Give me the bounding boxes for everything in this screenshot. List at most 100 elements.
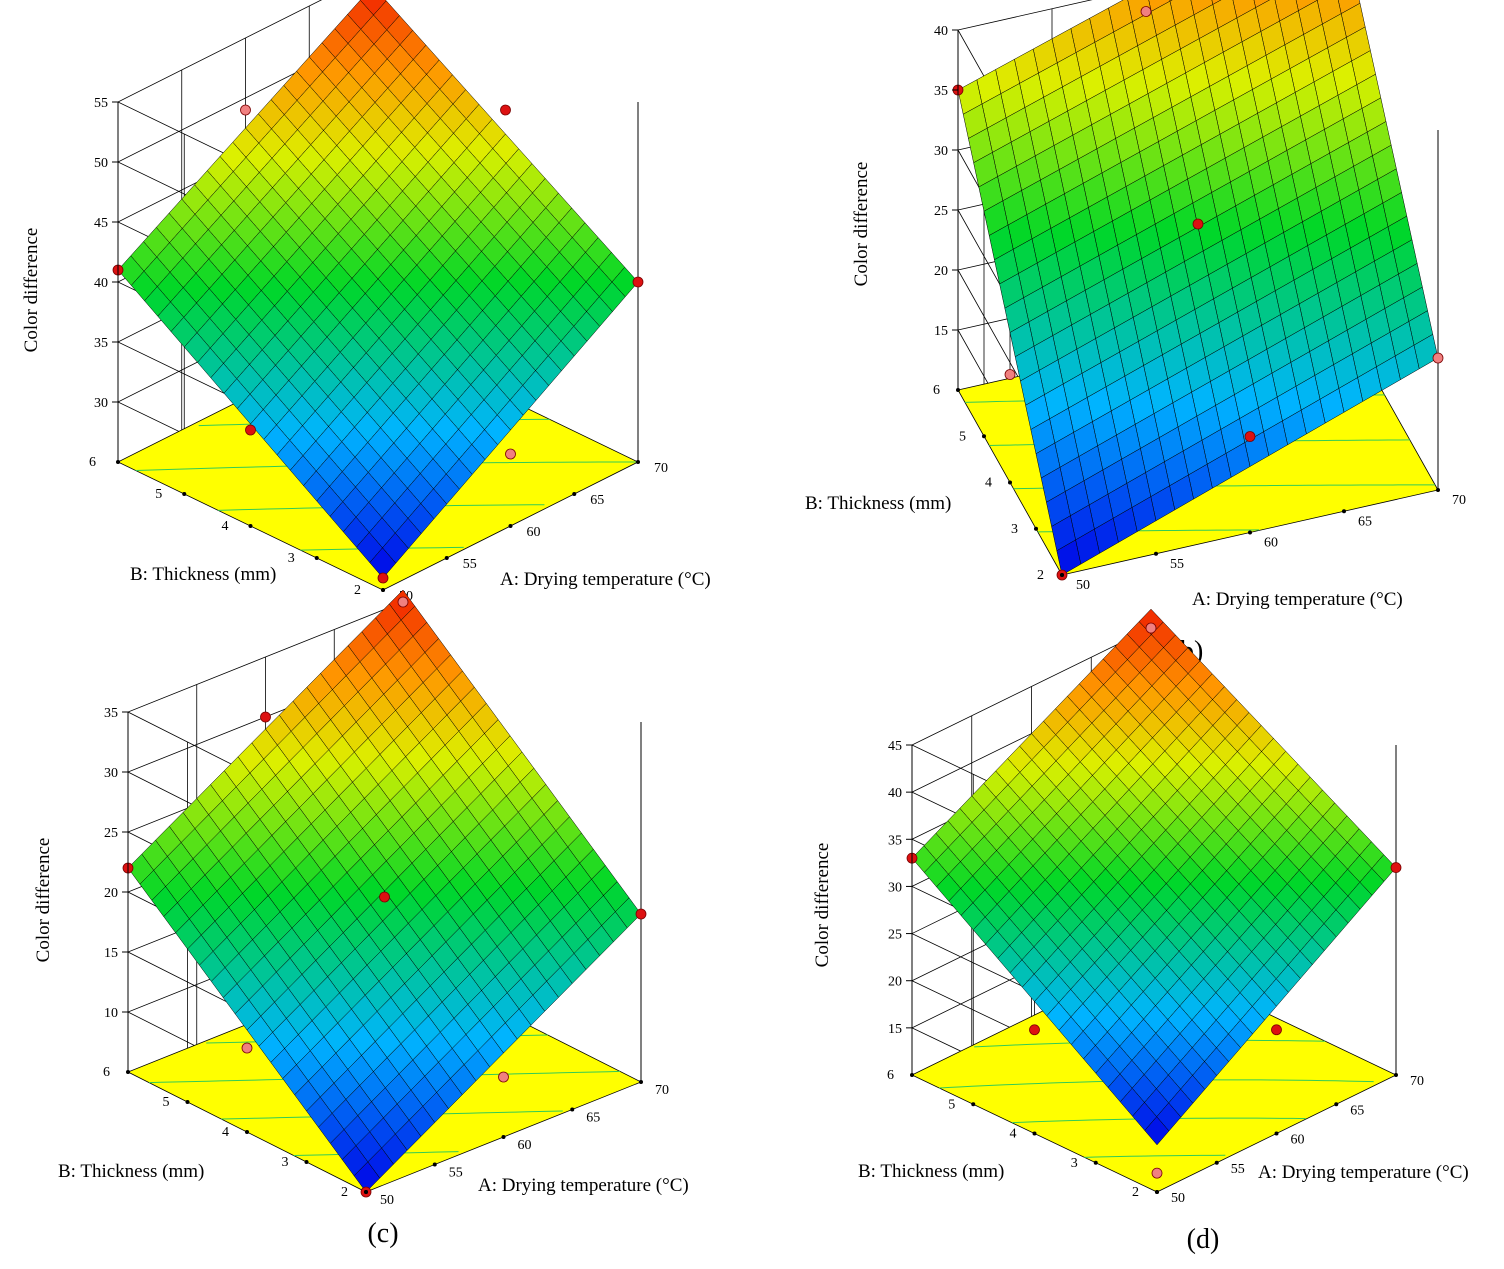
y-tick-mark: [381, 588, 385, 592]
y-tick-label: 4: [222, 519, 229, 534]
y-tick-label: 6: [933, 383, 940, 398]
design-points: [952, 6, 1444, 581]
y-tick-mark: [1060, 573, 1064, 577]
z-tick-label: 40: [888, 786, 902, 801]
panel-caption: (c): [367, 1218, 398, 1249]
x-tick-mark: [1394, 1073, 1398, 1077]
z-tick-label: 10: [104, 1006, 118, 1021]
y-tick-label: 4: [222, 1125, 229, 1140]
z-tick-label: 40: [94, 276, 108, 291]
y-tick-label: 3: [1071, 1156, 1078, 1171]
design-point: [397, 596, 409, 608]
z-tick-label: 20: [934, 264, 948, 279]
z-tick-label: 55: [94, 96, 108, 111]
y-tick-mark: [245, 1130, 249, 1134]
x-tick-mark: [444, 556, 449, 560]
y-tick-label: 6: [103, 1065, 110, 1080]
x-tick-label: 70: [1410, 1074, 1424, 1089]
z-tick-label: 30: [94, 396, 108, 411]
y-tick-label: 5: [948, 1097, 955, 1112]
x-tick-label: 55: [463, 557, 477, 572]
x-tick-label: 65: [590, 493, 604, 508]
y-tick-label: 4: [1010, 1127, 1017, 1142]
z-axis-title: Color difference: [33, 838, 54, 963]
x-tick-label: 50: [1076, 578, 1090, 593]
x-tick-mark: [1334, 1102, 1339, 1107]
x-tick-label: 65: [1358, 514, 1372, 529]
surface-cell: [369, 547, 397, 579]
y-axis-title: B: Thickness (mm): [805, 493, 951, 514]
x-tick-label: 55: [1170, 557, 1184, 572]
chart-panel-b: 15 20 25 30 35 40 50 55 60 65 70 2 3 4 5 6 Color differe…: [805, 0, 1466, 667]
x-tick-mark: [1436, 488, 1440, 492]
design-point: [1244, 431, 1256, 442]
y-tick-mark: [910, 1073, 914, 1077]
design-point: [260, 711, 271, 723]
surface-cell: [1144, 1116, 1170, 1146]
x-tick-mark: [639, 1080, 643, 1084]
x-tick-mark: [1214, 1160, 1219, 1165]
design-point: [505, 448, 516, 460]
x-tick-mark: [1248, 530, 1252, 535]
response-surface: [117, 0, 639, 579]
z-tick-label: 45: [94, 216, 108, 231]
y-axis-title: B: Thickness (mm): [858, 1161, 1004, 1182]
z-tick-label: 25: [934, 204, 948, 219]
x-tick-mark: [508, 524, 513, 528]
z-tick-label: 25: [104, 826, 118, 841]
x-tick-mark: [1274, 1131, 1279, 1136]
x-tick-label: 70: [1452, 493, 1466, 508]
z-tick-label: 20: [888, 975, 902, 990]
design-point: [245, 424, 256, 436]
response-surface: [911, 608, 1397, 1146]
x-tick-label: 70: [655, 1083, 669, 1098]
z-tick-label: 35: [94, 336, 108, 351]
design-point: [1145, 622, 1157, 634]
z-tick-label: 35: [888, 833, 902, 848]
x-tick-label: 55: [449, 1166, 463, 1181]
y-tick-mark: [971, 1102, 976, 1107]
x-tick-label: 60: [1291, 1133, 1305, 1148]
design-point: [1140, 6, 1152, 17]
response-surface: [957, 0, 1439, 576]
x-tick-label: 60: [518, 1138, 532, 1153]
y-tick-mark: [1032, 1131, 1037, 1136]
x-tick-label: 55: [1231, 1162, 1245, 1177]
y-tick-label: 5: [959, 429, 966, 444]
y-tick-mark: [956, 388, 960, 392]
z-tick-label: 50: [94, 156, 108, 171]
z-tick-label: 15: [104, 946, 118, 961]
panel-caption: (d): [1187, 1224, 1220, 1255]
y-tick-label: 3: [1011, 522, 1018, 537]
z-tick-label: 30: [934, 144, 948, 159]
x-tick-label: 70: [654, 461, 668, 476]
design-point: [240, 104, 251, 116]
z-tick-label: 30: [888, 880, 902, 895]
design-point: [1004, 369, 1016, 380]
y-tick-label: 6: [887, 1068, 894, 1083]
design-point: [1271, 1024, 1282, 1036]
design-point: [1192, 218, 1204, 230]
design-point: [1390, 862, 1402, 873]
z-tick-label: 35: [104, 706, 118, 721]
design-point: [1151, 1167, 1163, 1179]
x-tick-label: 65: [1350, 1103, 1364, 1118]
y-tick-label: 2: [1037, 568, 1044, 583]
chart-panel-c: 10 15 20 25 30 35 50 55 60 65 70 2 3 4 5 6 Color differe…: [33, 589, 689, 1249]
design-point: [632, 276, 644, 288]
y-tick-label: 4: [985, 476, 992, 491]
z-tick-label: 15: [888, 1022, 902, 1037]
y-tick-mark: [304, 1160, 309, 1164]
y-tick-label: 2: [354, 583, 361, 598]
y-tick-mark: [1034, 526, 1038, 531]
z-tick-label: 30: [104, 766, 118, 781]
design-point: [241, 1042, 253, 1054]
x-tick-label: 60: [527, 525, 541, 540]
z-axis-title: Color difference: [21, 228, 42, 353]
y-axis-title: B: Thickness (mm): [130, 564, 276, 585]
x-tick-label: 65: [586, 1111, 600, 1126]
design-point: [498, 1071, 509, 1083]
response-surface: [127, 589, 642, 1193]
